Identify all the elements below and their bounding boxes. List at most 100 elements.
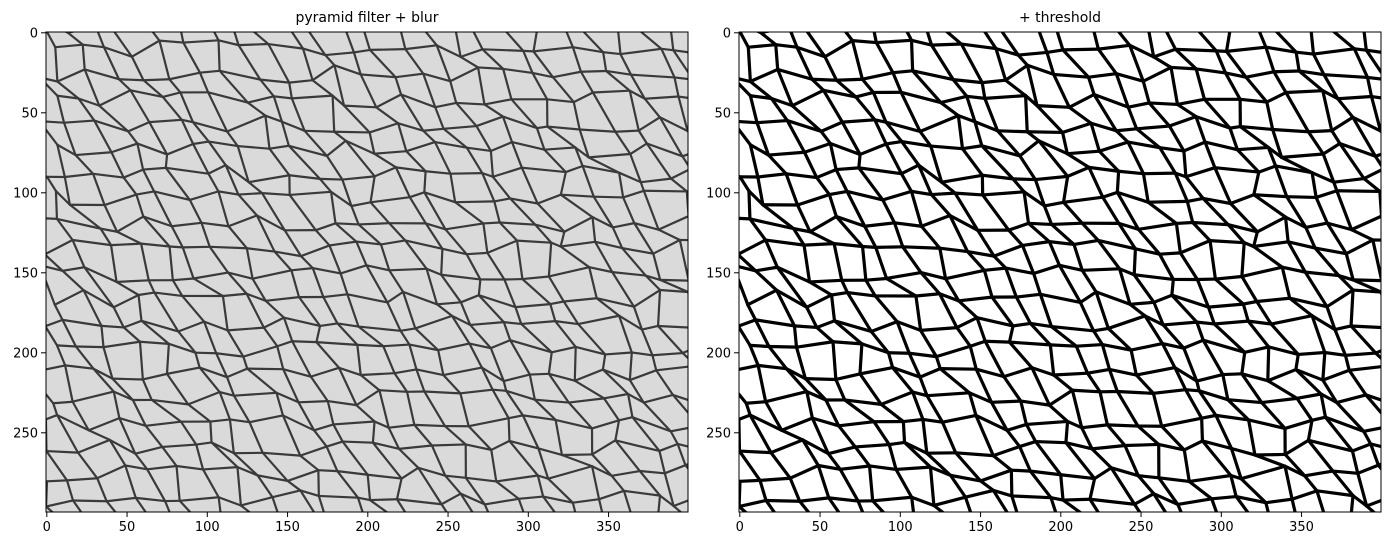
grain-boundary	[111, 244, 141, 245]
y-tick-label: 50	[21, 106, 38, 121]
grain-boundary	[729, 524, 760, 528]
grain-boundary	[1202, 418, 1203, 441]
grain-boundary	[748, 47, 750, 81]
grain-boundary	[1066, 421, 1068, 442]
grain-boundary	[732, 121, 757, 123]
grain-boundary	[859, 154, 860, 167]
grain-boundary	[617, 21, 639, 30]
y-tick-label: 100	[13, 186, 38, 201]
grain-boundary	[903, 419, 923, 421]
grain-boundary	[789, 27, 807, 31]
grain-boundary	[860, 344, 862, 374]
y-tick-label: 100	[706, 186, 731, 201]
x-tick-label: 100	[195, 520, 220, 535]
grain-boundary	[1384, 148, 1389, 169]
grain-boundary	[1172, 279, 1174, 295]
grain-boundary	[1308, 131, 1331, 132]
grain-boundary	[1287, 197, 1316, 198]
grain-boundary	[170, 247, 183, 248]
grain-boundary	[660, 280, 689, 281]
grain-boundary	[1296, 52, 1313, 54]
grain-boundary	[1012, 520, 1022, 529]
grain-boundary	[41, 21, 68, 33]
grain-boundary	[940, 369, 976, 370]
grain-boundary	[151, 21, 179, 30]
grain-boundary	[688, 292, 710, 304]
grain-boundary	[685, 465, 707, 493]
grain-boundary	[852, 41, 876, 43]
y-tick-label: 250	[13, 426, 38, 441]
grain-boundary	[575, 347, 576, 381]
grain-boundary	[1197, 322, 1214, 324]
grain-boundary	[210, 247, 247, 248]
grain-boundary	[1298, 352, 1325, 354]
grain-boundary	[292, 341, 316, 342]
grain-boundary	[238, 193, 262, 194]
grain-boundary	[44, 218, 45, 254]
grain-boundary	[1381, 292, 1389, 328]
grain-boundary	[73, 500, 107, 501]
grain-boundary	[114, 30, 151, 31]
grain-boundary	[523, 51, 533, 52]
x-tick-label: 200	[355, 520, 380, 535]
grain-boundary	[812, 79, 837, 80]
x-tick-label: 250	[1129, 520, 1154, 535]
y-tick-label: 200	[706, 346, 731, 361]
grain-boundary	[414, 425, 445, 426]
grain-boundary	[1176, 222, 1192, 223]
grain-boundary	[893, 71, 913, 73]
grain-boundary	[96, 27, 114, 31]
grain-boundary	[432, 444, 466, 445]
grain-boundary	[1160, 253, 1181, 254]
image	[721, 17, 1389, 531]
grain-boundary	[750, 345, 769, 346]
grain-boundary	[450, 173, 482, 174]
grain-boundary	[1125, 444, 1159, 445]
grain-boundary	[456, 103, 484, 105]
grain-boundary	[1384, 169, 1389, 206]
grain-boundary	[581, 71, 606, 72]
grain-boundary	[696, 366, 699, 404]
grain-boundary	[39, 121, 64, 123]
grain-boundary	[183, 247, 210, 248]
grain-boundary	[903, 422, 904, 443]
x-tick-label: 0	[736, 520, 744, 535]
grain-boundary	[357, 345, 383, 346]
grain-boundary	[863, 247, 876, 248]
grain-boundary	[769, 347, 797, 348]
y-tick-label: 150	[13, 266, 38, 281]
grain-boundary	[479, 279, 481, 295]
grain-boundary	[998, 131, 1028, 132]
grain-boundary	[424, 171, 425, 192]
grain-boundary	[66, 524, 89, 525]
grain-boundary	[1323, 352, 1325, 380]
x-tick-label: 200	[1048, 520, 1073, 535]
grain-boundary	[955, 193, 983, 195]
grain-boundary	[1176, 49, 1217, 51]
grain-boundary	[251, 29, 291, 30]
x-tick-label: 150	[968, 520, 993, 535]
grain-boundary	[359, 223, 390, 224]
grain-boundary	[305, 131, 335, 132]
grain-boundary	[231, 19, 251, 29]
grain-boundary	[844, 21, 872, 30]
grain-boundary	[688, 101, 711, 131]
grain-boundary	[1382, 281, 1389, 304]
grain-boundary	[582, 21, 617, 31]
grain-boundary	[379, 390, 407, 392]
grain-boundary	[1117, 391, 1153, 393]
grain-boundary	[1054, 373, 1088, 375]
grain-boundary	[1254, 19, 1275, 30]
grain-boundary	[916, 294, 940, 296]
axes-title: pyramid filter + blur	[296, 10, 439, 26]
grain-boundary	[179, 19, 207, 22]
grain-boundary	[657, 521, 692, 530]
grain-boundary	[479, 522, 496, 530]
grain-boundary	[210, 422, 211, 443]
grain-boundary	[1111, 18, 1146, 22]
grain-boundary	[562, 454, 592, 455]
grain-boundary	[1237, 147, 1268, 149]
grain-boundary	[56, 191, 57, 219]
grain-boundary	[101, 326, 123, 328]
y-tick-label: 150	[706, 266, 731, 281]
